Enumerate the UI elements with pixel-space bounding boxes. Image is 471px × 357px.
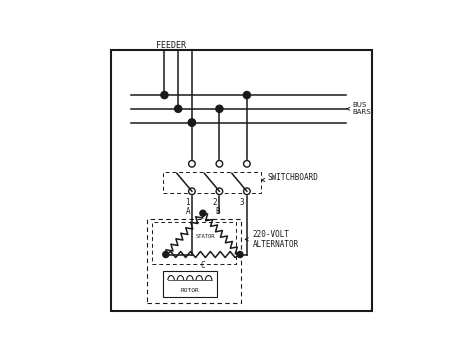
Text: ROTOR: ROTOR <box>180 288 199 293</box>
Circle shape <box>188 119 195 126</box>
Text: C: C <box>201 261 205 270</box>
Circle shape <box>200 210 206 216</box>
Text: 3: 3 <box>240 198 244 207</box>
Circle shape <box>188 161 195 167</box>
Text: 1: 1 <box>185 198 189 207</box>
Text: BUS
BARS: BUS BARS <box>347 102 371 115</box>
Circle shape <box>216 161 223 167</box>
FancyBboxPatch shape <box>111 50 372 311</box>
Circle shape <box>216 105 223 112</box>
Circle shape <box>188 188 195 195</box>
Text: 220-VOLT
ALTERNATOR: 220-VOLT ALTERNATOR <box>245 230 299 249</box>
Circle shape <box>161 91 168 99</box>
Text: STATOR: STATOR <box>196 234 215 239</box>
Circle shape <box>163 251 169 257</box>
Circle shape <box>175 105 182 112</box>
Circle shape <box>237 251 243 257</box>
Circle shape <box>188 119 195 126</box>
Circle shape <box>244 161 250 167</box>
Circle shape <box>216 188 223 195</box>
Text: A: A <box>186 207 190 216</box>
Circle shape <box>244 188 250 195</box>
FancyBboxPatch shape <box>163 271 217 297</box>
Text: SWITCHBOARD: SWITCHBOARD <box>261 173 318 182</box>
Circle shape <box>244 91 251 99</box>
Text: B: B <box>216 207 220 216</box>
Text: 2: 2 <box>212 198 217 207</box>
Text: FEEDER: FEEDER <box>156 41 187 50</box>
